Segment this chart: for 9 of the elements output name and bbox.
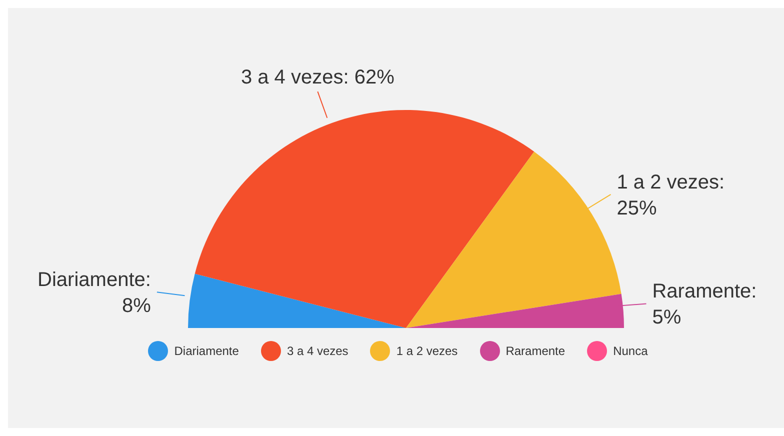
legend-label: Nunca	[613, 344, 648, 358]
legend-label: 3 a 4 vezes	[286, 344, 348, 358]
data-label: 1 a 2 vezes: 25%	[616, 171, 725, 220]
legend-label: Raramente	[506, 344, 566, 358]
data-label: 3 a 4 vezes: 62%	[240, 66, 395, 89]
data-label: Raramente: 5%	[652, 280, 757, 329]
data-label: Diariamente: 8%	[38, 269, 152, 318]
legend-label: 1 a 2 vezes	[396, 344, 458, 358]
legend-label: Diariamente	[174, 344, 239, 358]
